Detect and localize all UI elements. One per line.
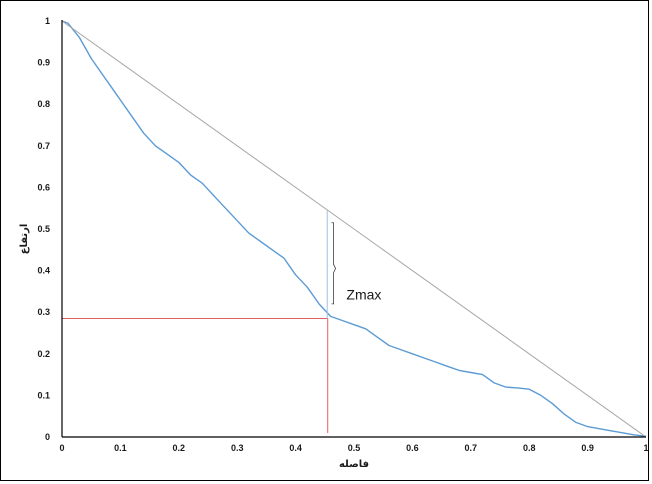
zmax-annotation: Zmax <box>346 287 381 303</box>
y-tick-label: 0.7 <box>37 141 50 151</box>
x-tick-label: 0.8 <box>523 443 536 453</box>
y-tick-label: 0.9 <box>37 58 50 68</box>
x-tick-label: 0.3 <box>231 443 244 453</box>
profile-line <box>61 20 647 437</box>
zmax-bracket <box>331 222 337 305</box>
y-tick-labels: 0 0.1 0.2 0.3 0.4 0.5 0.6 0.7 0.8 0.9 1 <box>37 16 50 442</box>
y-tick-label: 0.3 <box>37 307 50 317</box>
y-tick-label: 0.8 <box>37 99 50 109</box>
x-tick-label: 0.6 <box>406 443 419 453</box>
series-layer <box>61 20 647 438</box>
y-tick-label: 1 <box>45 16 50 26</box>
x-tick-label: 0.4 <box>289 443 302 453</box>
x-tick-label: 1 <box>643 443 648 453</box>
x-tick-label: 0.2 <box>173 443 186 453</box>
y-tick-label: 0 <box>45 432 50 442</box>
y-tick-label: 0.6 <box>37 182 50 192</box>
x-tick-label: 0.9 <box>581 443 594 453</box>
guide-lines <box>62 317 329 433</box>
y-tick-label: 0.1 <box>37 390 50 400</box>
x-tick-label: 0.7 <box>465 443 478 453</box>
y-tick-label: 0.2 <box>37 349 50 359</box>
x-tick-labels: 0 0.1 0.2 0.3 0.4 0.5 0.6 0.7 0.8 0.9 1 <box>59 443 648 453</box>
y-tick-label: 0.4 <box>37 266 50 276</box>
reference-diagonal-line <box>61 20 647 438</box>
zmax-marker <box>326 210 337 319</box>
x-tick-label: 0 <box>59 443 64 453</box>
axes <box>61 20 646 438</box>
x-tick-label: 0.5 <box>348 443 361 453</box>
y-tick-label: 0.5 <box>37 224 50 234</box>
x-tick-label: 0.1 <box>114 443 127 453</box>
y-axis-label: ارتفاع <box>19 224 30 255</box>
x-axis-label: فاصله <box>339 459 369 470</box>
